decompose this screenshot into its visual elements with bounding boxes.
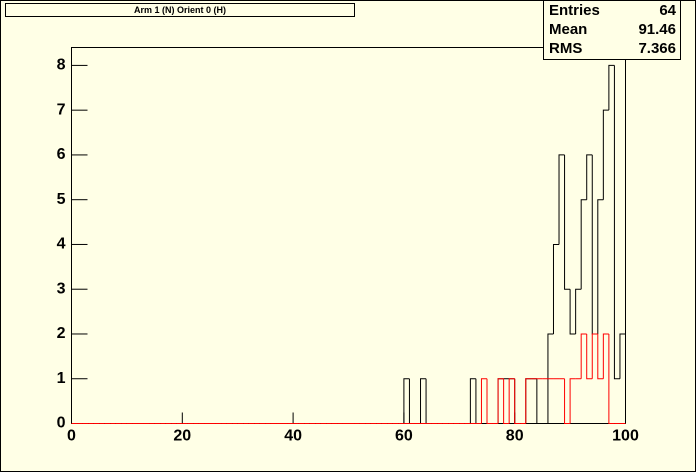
- y-tick-label: 8: [57, 57, 66, 74]
- histogram-bin: [569, 378, 576, 424]
- frame: [71, 47, 626, 424]
- histogram-bin: [569, 289, 576, 335]
- histogram-bin: [503, 378, 510, 424]
- histogram-bin: [480, 378, 487, 424]
- histogram-bin: [552, 243, 560, 334]
- histogram-bin: [575, 288, 582, 334]
- stat-label: Entries: [549, 2, 600, 19]
- chart-title: Arm 1 (N) Orient 0 (H): [134, 5, 226, 15]
- y-tick-label: 3: [57, 280, 66, 297]
- histogram-bin: [619, 333, 626, 424]
- y-tick-label: 4: [57, 236, 66, 253]
- stat-label: Mean: [549, 21, 587, 38]
- y-tick-label: 5: [57, 191, 66, 208]
- stats-frame: [543, 0, 681, 60]
- histogram-bin: [564, 378, 571, 424]
- x-tick-label: 40: [284, 428, 302, 445]
- stat-value: 64: [659, 2, 676, 19]
- y-tick-label: 7: [57, 101, 66, 118]
- histogram-bin: [403, 378, 410, 424]
- histogram-bin: [580, 333, 587, 379]
- x-tick-label: 0: [67, 428, 76, 445]
- x-tick-label: 60: [395, 428, 413, 445]
- y-tick-label: 0: [57, 415, 66, 432]
- y-tick-label: 1: [57, 370, 66, 387]
- stat-label: RMS: [549, 40, 582, 57]
- histogram-bin: [564, 154, 571, 290]
- histogram-bin: [508, 378, 515, 424]
- histogram-bin: [497, 378, 504, 424]
- y-tick-label: 2: [57, 325, 66, 342]
- histogram-bin: [536, 378, 543, 424]
- histogram-bin: [525, 378, 532, 424]
- histogram-bin: [547, 333, 554, 424]
- histogram-bin: [558, 154, 565, 245]
- x-tick-label: 80: [506, 428, 524, 445]
- histogram-bin: [591, 333, 598, 379]
- histogram-bin: [602, 109, 609, 200]
- x-tick-label: 100: [612, 428, 639, 445]
- histogram-bin: [586, 154, 593, 200]
- stat-value: 91.46: [638, 21, 676, 38]
- x-tick-label: 20: [173, 428, 191, 445]
- histogram-bin: [580, 199, 587, 290]
- histogram-bin: [602, 333, 609, 379]
- title-box: [5, 3, 355, 17]
- histogram-bin: [420, 378, 427, 424]
- y-tick-label: 6: [57, 146, 66, 163]
- stats-box: Entries 64 Mean 91.46 RMS 7.366: [543, 0, 681, 60]
- histogram-bin: [613, 65, 620, 380]
- histogram-bin: [608, 64, 615, 111]
- histogram-bin: [486, 378, 493, 424]
- histogram-bin: [514, 378, 521, 424]
- histogram-bin: [608, 333, 615, 424]
- stat-value: 7.366: [638, 40, 676, 57]
- histogram-bin: [597, 199, 604, 334]
- histogram-bin: [469, 378, 476, 424]
- histogram-bin: [586, 333, 593, 380]
- histogram-bin: [597, 333, 604, 380]
